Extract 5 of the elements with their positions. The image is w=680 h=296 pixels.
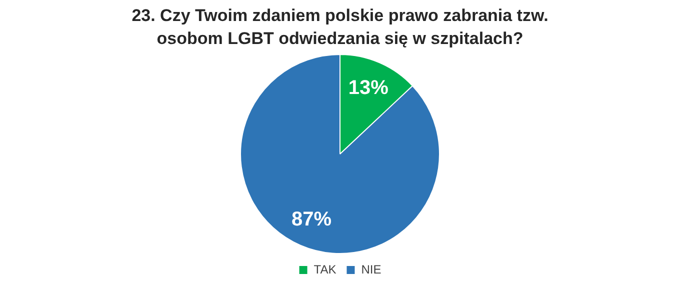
legend-label: TAK bbox=[314, 262, 336, 276]
data-label: 87% bbox=[292, 208, 332, 230]
legend-label: NIE bbox=[361, 262, 382, 276]
chart-title: 23. Czy Twoim zdaniem polskie prawo zabrania tzw. osobom LGBT odwiedzania się w szpitalach? bbox=[130, 5, 550, 50]
data-label: 13% bbox=[348, 76, 389, 99]
